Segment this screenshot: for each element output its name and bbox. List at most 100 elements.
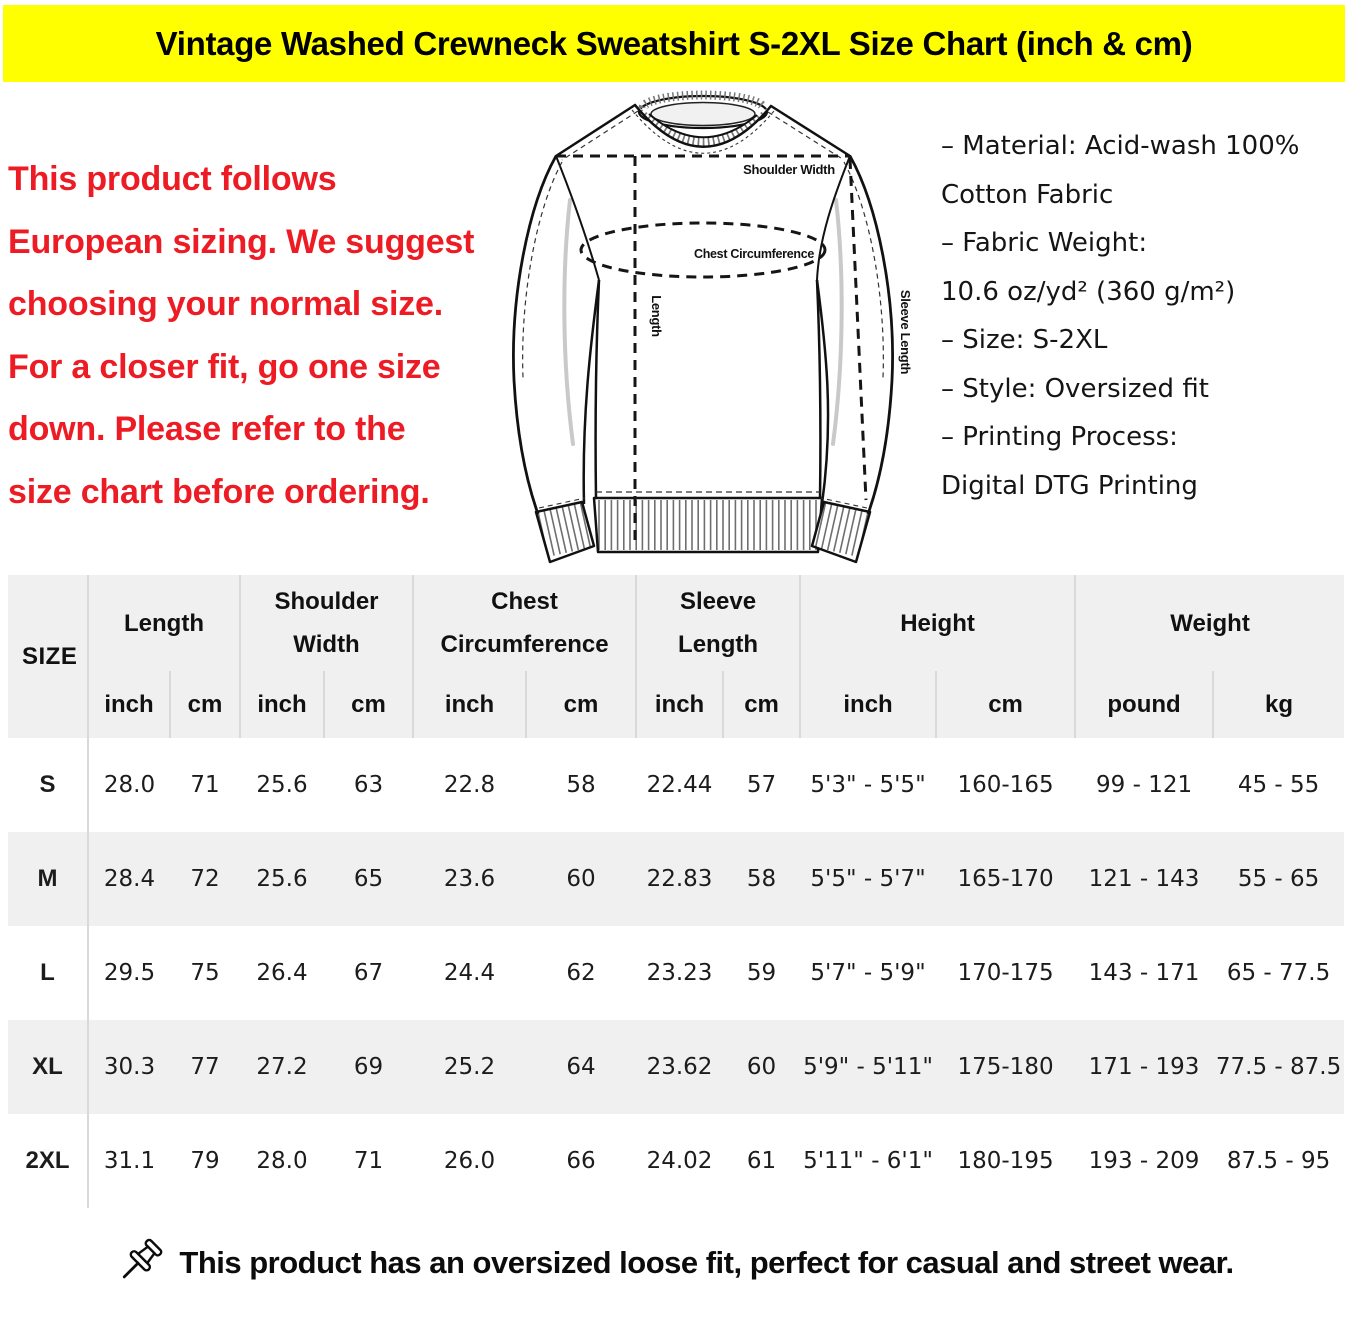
cell: 24.02 xyxy=(646,1148,713,1174)
cell: 22.44 xyxy=(646,772,713,798)
shoulder-width-label: Shoulder Width xyxy=(743,162,835,177)
cell: 63 xyxy=(353,772,384,798)
cell: 165-170 xyxy=(957,866,1054,892)
table-row-m: M 28.4 72 25.6 65 23.6 60 22.83 58 5'5" … xyxy=(8,832,1345,926)
cell: 57 xyxy=(746,772,777,798)
cell: 60 xyxy=(566,866,596,892)
cell: 180-195 xyxy=(957,1148,1054,1174)
pushpin-icon xyxy=(123,1238,163,1279)
product-detail-line: 10.6 oz/yd² (360 g/m²) xyxy=(941,276,1236,307)
product-detail-line: – Fabric Weight: xyxy=(941,228,1148,258)
cell: 65 - 77.5 xyxy=(1226,960,1331,986)
unit-header: cm xyxy=(722,671,801,738)
fit-note: This product has an oversized loose fit,… xyxy=(0,1228,1351,1298)
chest-circumference-line xyxy=(579,221,827,279)
unit-header: kg xyxy=(1212,671,1345,738)
cell: 59 xyxy=(746,960,777,986)
cell: 22.8 xyxy=(443,772,496,798)
cell: 67 xyxy=(353,960,384,986)
column-header-chest-circumference: Chest Circumference xyxy=(412,575,637,671)
column-header-length: Length xyxy=(86,575,241,671)
cell: 29.5 xyxy=(103,960,156,986)
cell: 25.2 xyxy=(443,1054,496,1080)
cell: 64 xyxy=(566,1054,596,1080)
measurement-lines xyxy=(556,154,868,546)
sizing-advice-line: European sizing. We suggest xyxy=(8,222,475,261)
cell: 5'11" - 6'1" xyxy=(803,1148,933,1174)
fit-note-text: This product has an oversized loose fit,… xyxy=(179,1245,1234,1280)
title-banner: Vintage Washed Crewneck Sweatshirt S-2XL… xyxy=(3,5,1345,82)
sweatshirt-outline xyxy=(512,90,894,564)
product-detail-line: – Style: Oversized fit xyxy=(941,373,1209,404)
cell: 25.6 xyxy=(256,772,308,798)
product-details: – Material: Acid-wash 100% Cotton Fabric… xyxy=(941,122,1346,510)
cell: 5'7" - 5'9" xyxy=(810,960,926,986)
cell: 45 - 55 xyxy=(1237,772,1320,798)
unit-header: inch xyxy=(799,671,937,738)
table-row-s: S 28.0 71 25.6 63 22.8 58 22.44 57 5'3" … xyxy=(8,738,1344,832)
sleeve-length-line xyxy=(848,158,868,501)
table-row-xl: XL 30.3 77 27.2 69 25.2 64 23.62 60 5'9"… xyxy=(8,1020,1345,1114)
cell: 28.4 xyxy=(103,866,156,892)
unit-header: pound xyxy=(1074,671,1214,738)
cell: 71 xyxy=(353,1148,384,1174)
cell: 30.3 xyxy=(103,1054,156,1080)
cell: 175-180 xyxy=(957,1054,1054,1080)
cell: 87.5 - 95 xyxy=(1226,1148,1331,1174)
cell: 31.1 xyxy=(103,1148,156,1174)
unit-header: cm xyxy=(935,671,1076,738)
product-detail-line: – Printing Process: xyxy=(941,422,1178,452)
size-label: L xyxy=(8,926,89,1020)
cell: 58 xyxy=(566,772,596,798)
sizing-advice-line: For a closer fit, go one size xyxy=(8,347,441,386)
cell: 5'9" - 5'11" xyxy=(803,1054,933,1080)
cell: 65 xyxy=(353,866,384,892)
cell: 60 xyxy=(746,1054,777,1080)
cell: 26.0 xyxy=(443,1148,496,1174)
cell: 77.5 - 87.5 xyxy=(1215,1054,1342,1080)
sleeve-length-label: Sleeve Length xyxy=(898,290,913,375)
cell: 55 - 65 xyxy=(1237,866,1320,892)
cell: 22.83 xyxy=(646,866,713,892)
sizing-advice-line: down. Please refer to the xyxy=(8,410,406,448)
cell: 26.4 xyxy=(256,960,308,986)
cell: 61 xyxy=(746,1148,777,1174)
cell: 5'3" - 5'5" xyxy=(810,772,926,798)
unit-header: inch xyxy=(635,671,724,738)
cell: 23.23 xyxy=(646,960,713,986)
cell: 27.2 xyxy=(256,1054,308,1080)
table-row-2xl: 2XL 31.1 79 28.0 71 26.0 66 24.02 61 5'1… xyxy=(8,1114,1344,1208)
cell: 62 xyxy=(566,960,596,986)
cell: 28.0 xyxy=(103,772,156,798)
chest-circumference-label: Chest Circumference xyxy=(694,247,814,261)
product-detail-line: Digital DTG Printing xyxy=(941,470,1198,501)
cell: 66 xyxy=(566,1148,596,1174)
sweatshirt-measurement-diagram: Shoulder Width Chest Circumference Lengt… xyxy=(512,90,913,564)
cell: 143 - 171 xyxy=(1088,960,1200,986)
cell: 5'5" - 5'7" xyxy=(810,866,926,892)
sizing-advice-line: choosing your normal size. xyxy=(8,285,443,323)
cell: 75 xyxy=(190,960,220,986)
unit-header: cm xyxy=(525,671,637,738)
unit-header: cm xyxy=(168,671,241,738)
size-label: XL xyxy=(8,1020,89,1114)
cell: 58 xyxy=(746,866,777,892)
column-header-height: Height xyxy=(799,575,1076,671)
cell: 193 - 209 xyxy=(1088,1148,1200,1174)
column-header-weight: Weight xyxy=(1074,575,1345,671)
cell: 24.4 xyxy=(443,960,496,986)
unit-header: inch xyxy=(87,671,170,738)
column-header-size: SIZE xyxy=(8,575,88,738)
cell: 160-165 xyxy=(957,772,1054,798)
cell: 99 - 121 xyxy=(1096,772,1193,798)
sizing-advice-note: This product follows European sizing. We… xyxy=(8,148,538,523)
cell: 170-175 xyxy=(957,960,1054,986)
table-row-l: L 29.5 75 26.4 67 24.4 62 23.23 59 5'7" … xyxy=(8,926,1344,1020)
cell: 77 xyxy=(190,1054,220,1080)
product-detail-line: – Size: S-2XL xyxy=(941,325,1108,355)
cell: 69 xyxy=(353,1054,384,1080)
cell: 23.6 xyxy=(443,866,496,892)
cell: 72 xyxy=(190,866,220,892)
size-chart-table: SIZE Length Shoulder Width Chest Circumf… xyxy=(8,575,1345,1208)
unit-header: cm xyxy=(323,671,414,738)
